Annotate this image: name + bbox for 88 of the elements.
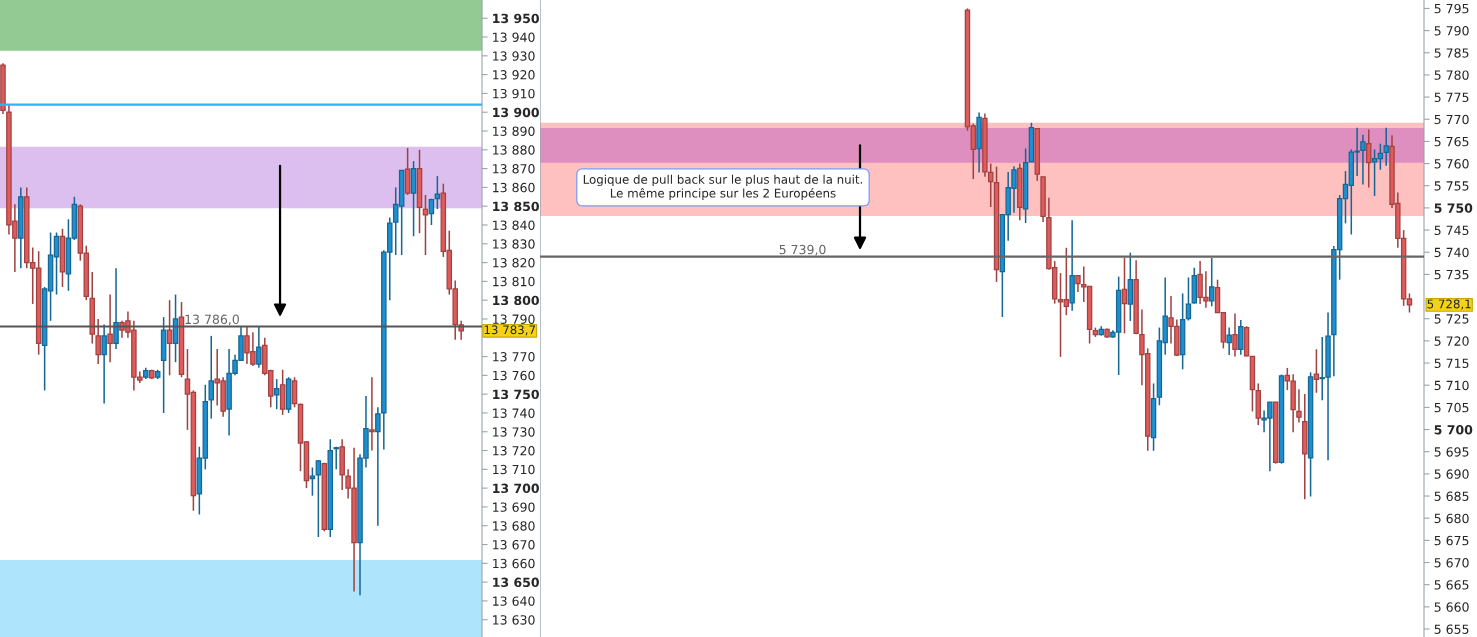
y-tick-label: 13 800 (493, 295, 539, 306)
candlestick (1226, 326, 1232, 356)
y-tick-label: 13 910 (493, 88, 535, 99)
candlestick (422, 194, 429, 256)
candlestick (1383, 126, 1389, 167)
candlestick (291, 376, 298, 409)
y-tick-label: 13 740 (493, 408, 535, 418)
y-tick-label: 13 860 (493, 182, 535, 193)
y-tick-label: 5 675 (1434, 535, 1469, 546)
annotation: Logique de pull back sur le plus haut de la nuit. Le même principe sur les 2 Européens (583, 174, 863, 200)
y-tick-label: 5 745 (1434, 225, 1469, 235)
candlestick (95, 318, 101, 365)
candlestick (404, 147, 411, 196)
candlestick (428, 197, 435, 226)
y-tick-label: 5 715 (1434, 358, 1469, 368)
y-tick-label: 5 760 (1434, 159, 1469, 169)
text: 5 728,1 (1427, 299, 1471, 310)
y-tick-label: 13 840 (493, 220, 535, 230)
y-tick-label: 13 920 (493, 70, 535, 80)
y-tick-label: 13 710 (493, 464, 535, 475)
y-tick-label: 13 900 (493, 107, 539, 118)
y-tick-label: 13 870 (493, 164, 535, 174)
y-tick-label: 13 770 (493, 352, 535, 362)
candlestick (1209, 257, 1215, 308)
candlestick (256, 325, 262, 369)
y-tick-label: 13 930 (493, 51, 535, 61)
y-tick-label: 5 775 (1434, 92, 1469, 103)
candlestick (1121, 256, 1128, 335)
y-tick-label: 5 670 (1434, 558, 1469, 568)
candlestick (113, 267, 119, 350)
y-tick-label: 13 640 (493, 596, 535, 606)
y-tick-label: 5 750 (1434, 203, 1473, 213)
y-tick-label: 13 670 (493, 539, 535, 550)
ref-line-label: 5 739,0 (779, 244, 826, 256)
y-tick-label: 5 660 (1434, 602, 1469, 612)
y-tick-label: 5 695 (1434, 447, 1469, 457)
candlestick (166, 299, 173, 377)
y-tick-label: 13 680 (493, 521, 535, 531)
ref-line-label: 13 786,0 (185, 314, 239, 326)
y-tick-label: 13 890 (493, 126, 535, 136)
y-tick-label: 13 700 (493, 483, 539, 494)
y-tick-label: 5 785 (1434, 48, 1469, 58)
y-tick-label: 5 705 (1434, 402, 1469, 413)
y-tick-label: 13 730 (493, 427, 535, 437)
y-tick-label: 5 665 (1434, 580, 1469, 590)
y-tick-label: 13 830 (493, 239, 535, 249)
y-tick-label: 5 720 (1434, 336, 1469, 346)
y-tick-label: 13 750 (493, 389, 539, 400)
y-tick-label: 13 950 (493, 13, 539, 24)
y-tick-label: 5 725 (1434, 314, 1469, 324)
y-tick-label: 13 850 (493, 201, 539, 212)
candlestick (107, 293, 113, 363)
y-tick-label: 5 780 (1434, 70, 1469, 80)
y-tick-label: 13 760 (493, 370, 535, 381)
candlestick (1232, 312, 1238, 358)
candlestick (1360, 133, 1366, 186)
y-tick-label: 5 655 (1434, 624, 1469, 634)
y-tick-label: 13 820 (493, 258, 535, 268)
candlestick (1185, 276, 1192, 322)
candlestick (208, 335, 215, 420)
y-tick-label: 13 650 (493, 577, 539, 588)
y-tick-label: 5 765 (1434, 136, 1469, 147)
y-tick-label: 13 660 (493, 558, 535, 569)
y-tick-label: 5 735 (1434, 269, 1469, 280)
y-tick-label: 13 940 (493, 32, 535, 42)
y-tick-label: 5 795 (1434, 3, 1469, 14)
candlestick (1313, 348, 1320, 394)
y-tick-label: 13 810 (493, 276, 535, 287)
y-tick-label: 5 790 (1434, 26, 1469, 36)
candlestick (1296, 388, 1302, 424)
y-tick-label: 13 790 (493, 314, 535, 324)
y-tick-label: 13 690 (493, 502, 535, 512)
y-tick-label: 5 680 (1434, 513, 1469, 524)
y-tick-label: 5 710 (1434, 380, 1469, 391)
candlestick (369, 376, 375, 452)
y-tick-label: 13 720 (493, 446, 535, 456)
y-tick-label: 13 880 (493, 145, 535, 155)
y-tick-label: 13 630 (493, 615, 535, 625)
y-tick-label: 5 770 (1434, 114, 1469, 125)
y-tick-label: 5 685 (1434, 491, 1469, 501)
candlestick (273, 378, 280, 410)
candlestick (1238, 319, 1244, 356)
y-tick-label: 5 755 (1434, 181, 1469, 191)
y-tick-label: 5 740 (1434, 247, 1469, 258)
y-tick-label: 5 690 (1434, 469, 1469, 479)
candlestick (1366, 128, 1372, 189)
text: 13 783,7 (484, 325, 536, 336)
y-tick-label: 5 700 (1434, 425, 1473, 435)
